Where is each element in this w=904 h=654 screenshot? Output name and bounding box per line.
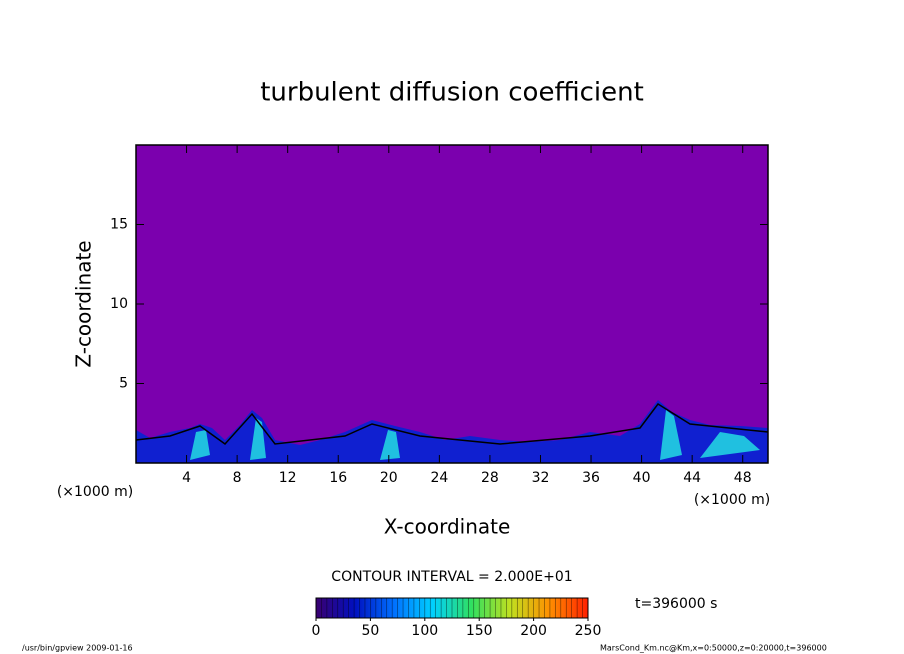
x-tick-label: 16 [329,470,347,486]
x-unit-label: (×1000 m) [694,492,770,508]
chart-title: turbulent diffusion coefficient [260,78,644,108]
footer-left: /usr/bin/gpview 2009-01-16 [22,644,133,653]
y-tick-label: 5 [119,376,128,392]
x-tick-label: 32 [532,470,550,486]
x-tick-label: 4 [182,470,191,486]
contour-interval: CONTOUR INTERVAL = 2.000E+01 [331,569,572,585]
y-tick-label: 15 [110,217,128,233]
colorbar-tick-label: 150 [466,623,493,639]
x-tick-label: 12 [279,470,297,486]
colorbar-tick-label: 200 [520,623,547,639]
x-tick-label: 44 [683,470,701,486]
y-axis-label: Z-coordinate [72,240,96,367]
x-tick-label: 20 [380,470,398,486]
turbulent-layer [135,400,769,463]
x-tick-label: 24 [430,470,448,486]
x-tick-label: 48 [734,470,752,486]
x-tick-label: 40 [633,470,651,486]
colorbar-tick-label: 100 [411,623,438,639]
x-tick-label: 8 [233,470,242,486]
colorbar-tick-label: 250 [575,623,602,639]
x-unit-label: (×1000 m) [57,484,133,500]
y-tick-label: 10 [110,296,128,312]
x-tick-label: 36 [582,470,600,486]
time-label: t=396000 s [635,596,717,612]
colorbar-tick-label: 0 [312,623,321,639]
footer-right: MarsCond_Km.nc@Km,x=0:50000,z=0:20000,t=… [600,644,827,653]
x-tick-label: 28 [481,470,499,486]
x-axis-label: X-coordinate [384,515,511,539]
colorbar-tick-label: 50 [361,623,379,639]
